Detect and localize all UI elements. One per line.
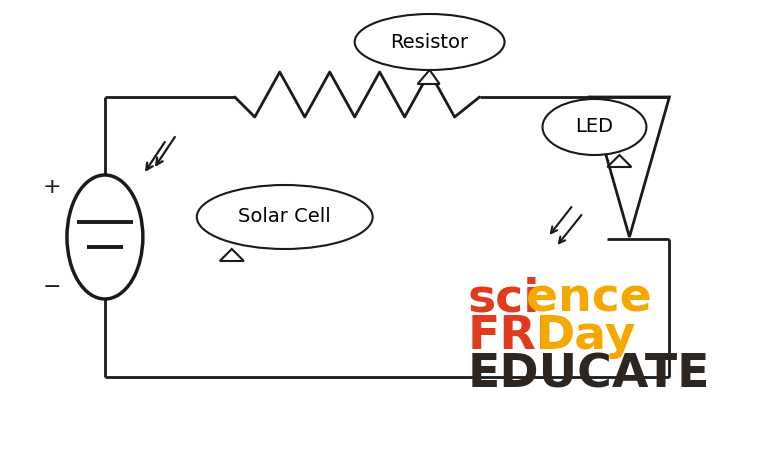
Text: EDUCATE: EDUCATE [467,352,710,397]
Text: Solar Cell: Solar Cell [239,207,332,227]
Ellipse shape [197,185,373,249]
Text: −: − [43,277,62,297]
Polygon shape [417,70,440,84]
Text: sci: sci [467,276,540,321]
Text: Day: Day [536,314,636,359]
Text: FRI: FRI [467,314,554,359]
Ellipse shape [355,14,505,70]
Text: +: + [43,177,62,197]
Polygon shape [608,155,632,167]
Text: ence: ence [526,276,651,321]
Text: Resistor: Resistor [391,32,469,52]
Polygon shape [220,249,244,261]
Text: LED: LED [576,117,613,137]
Ellipse shape [543,99,647,155]
